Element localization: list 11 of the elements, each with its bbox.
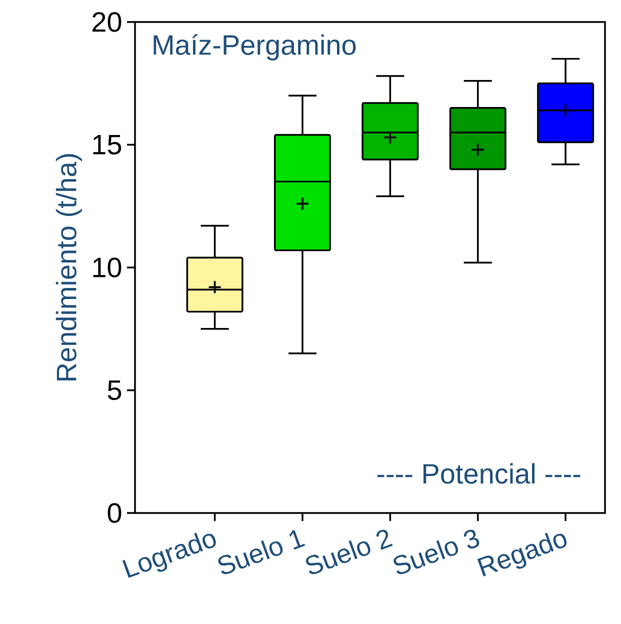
chart-title: Maíz-Pergamino (154, 34, 356, 60)
y-tick-label: 10 (93, 258, 122, 278)
y-tick-label: 15 (93, 134, 122, 155)
x-tick-label: Suelo 2 (306, 530, 393, 574)
x-tick-label: Suelo 1 (218, 530, 306, 574)
y-tick-label: 20 (92, 12, 122, 32)
y-tick-label: 5 (108, 380, 122, 400)
x-tick-label: Regado (477, 532, 567, 576)
y-tick-label: 0 (108, 503, 122, 523)
annotation: ---- Potencial ---- (377, 463, 580, 484)
y-axis-title: Rendimiento (t/ha) (56, 154, 82, 380)
